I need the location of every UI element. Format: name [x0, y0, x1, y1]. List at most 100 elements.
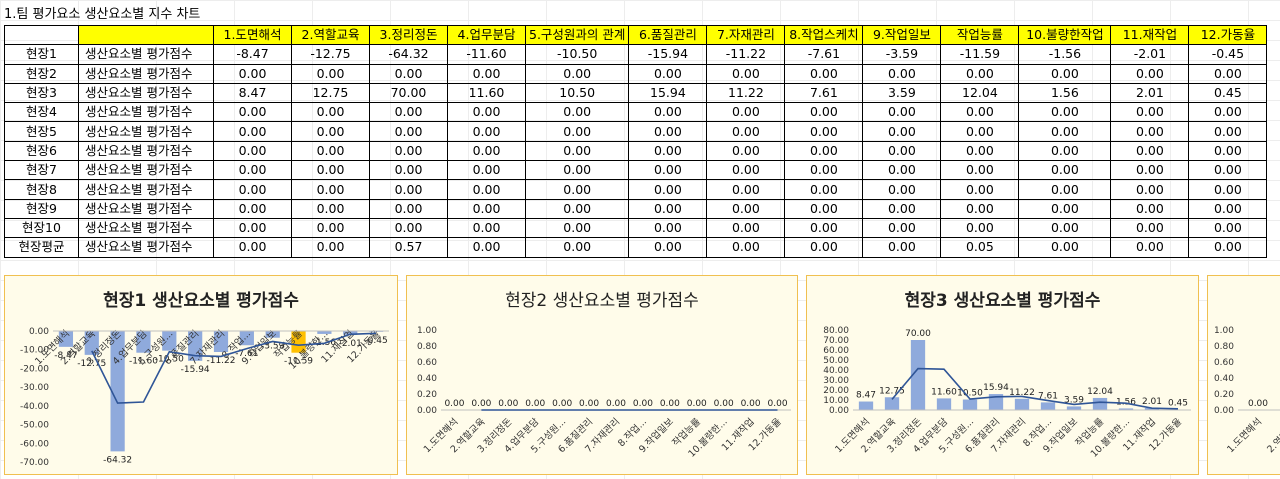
value-cell[interactable]: 0.00: [784, 63, 864, 84]
value-cell[interactable]: 0.00: [1018, 140, 1112, 162]
value-cell[interactable]: 0.00: [940, 179, 1020, 200]
column-header[interactable]: 4.업무분담: [447, 24, 526, 46]
value-cell[interactable]: 0.00: [213, 140, 292, 162]
value-cell[interactable]: 0.00: [706, 237, 786, 258]
value-cell[interactable]: 0.00: [706, 140, 786, 162]
value-cell[interactable]: 0.00: [369, 121, 448, 142]
value-cell[interactable]: -7.61: [784, 44, 864, 65]
value-cell[interactable]: -3.59: [862, 44, 942, 65]
value-cell[interactable]: 0.00: [862, 102, 942, 123]
value-cell[interactable]: 0.00: [862, 140, 942, 162]
value-cell[interactable]: 0.00: [524, 237, 630, 258]
label-cell[interactable]: 생산요소별 평가점수: [78, 160, 214, 181]
value-cell[interactable]: -8.47: [213, 44, 292, 65]
value-cell[interactable]: 3.59: [862, 82, 942, 104]
value-cell[interactable]: 0.00: [213, 102, 292, 123]
value-cell[interactable]: 10.50: [524, 82, 630, 104]
value-cell[interactable]: 0.00: [1018, 198, 1112, 219]
value-cell[interactable]: 8.47: [213, 82, 292, 104]
value-cell[interactable]: -10.50: [524, 44, 630, 65]
value-cell[interactable]: 0.00: [862, 121, 942, 142]
value-cell[interactable]: 0.00: [1110, 121, 1190, 142]
value-cell[interactable]: 0.00: [862, 160, 942, 181]
value-cell[interactable]: 0.00: [213, 160, 292, 181]
value-cell[interactable]: 0.00: [524, 179, 630, 200]
value-cell[interactable]: 0.00: [628, 102, 708, 123]
value-cell[interactable]: 0.00: [213, 121, 292, 142]
value-cell[interactable]: 0.00: [213, 217, 292, 239]
value-cell[interactable]: 0.00: [862, 179, 942, 200]
value-cell[interactable]: 11.60: [447, 82, 526, 104]
value-cell[interactable]: 0.00: [628, 140, 708, 162]
chart-site4-partial[interactable]: 1.000.800.600.400.200.000.001.도면해석0.002.…: [1207, 275, 1280, 475]
label-cell[interactable]: 생산요소별 평가점수: [78, 82, 214, 104]
label-cell[interactable]: 생산요소별 평가점수: [78, 217, 214, 239]
chart-site1[interactable]: 현장1 생산요소별 평가점수 0.00 -10.00 -20.00 -30.00 -40…: [4, 275, 398, 475]
column-header[interactable]: 5.구성원과의 관계: [524, 24, 630, 46]
value-cell[interactable]: 0.00: [1018, 63, 1112, 84]
value-cell[interactable]: 0.00: [628, 217, 708, 239]
label-cell[interactable]: 생산요소별 평가점수: [78, 198, 214, 219]
value-cell[interactable]: -0.45: [1188, 44, 1268, 65]
column-header[interactable]: 3.정리정돈: [369, 24, 448, 46]
value-cell[interactable]: 0.00: [628, 237, 708, 258]
value-cell[interactable]: 0.00: [291, 198, 370, 219]
value-cell[interactable]: 0.00: [706, 102, 786, 123]
column-header[interactable]: 1.도면해석: [213, 24, 292, 46]
value-cell[interactable]: -1.56: [1018, 44, 1112, 65]
value-cell[interactable]: 0.00: [524, 160, 630, 181]
value-cell[interactable]: 0.00: [940, 102, 1020, 123]
site-cell[interactable]: 현장9: [4, 198, 79, 219]
value-cell[interactable]: 0.00: [1018, 121, 1112, 142]
label-cell[interactable]: 생산요소별 평가점수: [78, 140, 214, 162]
value-cell[interactable]: 0.00: [940, 140, 1020, 162]
value-cell[interactable]: 0.00: [213, 237, 292, 258]
value-cell[interactable]: 0.00: [1188, 217, 1268, 239]
label-cell[interactable]: 생산요소별 평가점수: [78, 63, 214, 84]
value-cell[interactable]: 0.00: [1110, 198, 1190, 219]
value-cell[interactable]: 0.00: [447, 63, 526, 84]
value-cell[interactable]: 0.00: [628, 160, 708, 181]
value-cell[interactable]: 0.00: [369, 102, 448, 123]
column-header[interactable]: 6.품질관리: [628, 24, 708, 46]
value-cell[interactable]: 0.00: [291, 121, 370, 142]
value-cell[interactable]: 0.05: [940, 237, 1020, 258]
value-cell[interactable]: 0.00: [291, 179, 370, 200]
value-cell[interactable]: 0.00: [524, 198, 630, 219]
value-cell[interactable]: 0.00: [706, 198, 786, 219]
value-cell[interactable]: 0.00: [784, 160, 864, 181]
value-cell[interactable]: 0.00: [940, 160, 1020, 181]
label-cell[interactable]: 생산요소별 평가점수: [78, 179, 214, 200]
value-cell[interactable]: 0.00: [447, 179, 526, 200]
value-cell[interactable]: 0.00: [447, 121, 526, 142]
value-cell[interactable]: 0.00: [447, 237, 526, 258]
label-cell[interactable]: 생산요소별 평가점수: [78, 102, 214, 123]
value-cell[interactable]: -11.60: [447, 44, 526, 65]
value-cell[interactable]: 0.00: [1110, 140, 1190, 162]
value-cell[interactable]: 11.22: [706, 82, 786, 104]
value-cell[interactable]: 0.00: [1188, 140, 1268, 162]
value-cell[interactable]: 0.00: [784, 179, 864, 200]
column-header[interactable]: 10.불량한작업: [1018, 24, 1112, 46]
value-cell[interactable]: 0.57: [369, 237, 448, 258]
value-cell[interactable]: 0.00: [447, 140, 526, 162]
value-cell[interactable]: 0.00: [1188, 198, 1268, 219]
value-cell[interactable]: 0.00: [1188, 237, 1268, 258]
value-cell[interactable]: 0.00: [369, 217, 448, 239]
value-cell[interactable]: 0.00: [940, 217, 1020, 239]
value-cell[interactable]: 0.00: [213, 179, 292, 200]
value-cell[interactable]: 0.00: [706, 160, 786, 181]
value-cell[interactable]: -64.32: [369, 44, 448, 65]
value-cell[interactable]: 12.04: [940, 82, 1020, 104]
value-cell[interactable]: -11.22: [706, 44, 786, 65]
value-cell[interactable]: 0.00: [940, 121, 1020, 142]
value-cell[interactable]: 2.01: [1110, 82, 1190, 104]
value-cell[interactable]: 0.00: [524, 102, 630, 123]
value-cell[interactable]: 0.00: [706, 217, 786, 239]
value-cell[interactable]: 0.00: [524, 217, 630, 239]
value-cell[interactable]: 0.00: [706, 63, 786, 84]
corner-cell[interactable]: [4, 24, 79, 46]
value-cell[interactable]: 0.00: [291, 63, 370, 84]
value-cell[interactable]: 0.00: [784, 237, 864, 258]
value-cell[interactable]: 0.00: [213, 63, 292, 84]
